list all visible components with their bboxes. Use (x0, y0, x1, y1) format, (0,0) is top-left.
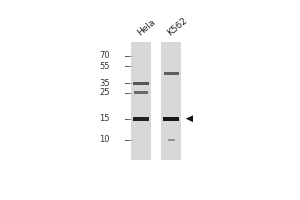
Bar (168, 139, 175, 141)
Text: 35: 35 (99, 79, 110, 88)
Text: 55: 55 (99, 62, 110, 71)
Text: 70: 70 (99, 51, 110, 60)
Text: 15: 15 (99, 114, 110, 123)
Bar (131, 42, 151, 160)
Bar (134, 82, 148, 85)
Bar (133, 117, 149, 121)
Text: 25: 25 (99, 88, 110, 97)
Text: Hela: Hela (135, 17, 157, 37)
Bar (163, 117, 179, 121)
Bar (134, 91, 148, 94)
Text: 10: 10 (99, 135, 110, 144)
Bar (161, 42, 181, 160)
Polygon shape (186, 115, 193, 122)
Text: K562: K562 (165, 15, 189, 37)
Bar (164, 72, 179, 75)
